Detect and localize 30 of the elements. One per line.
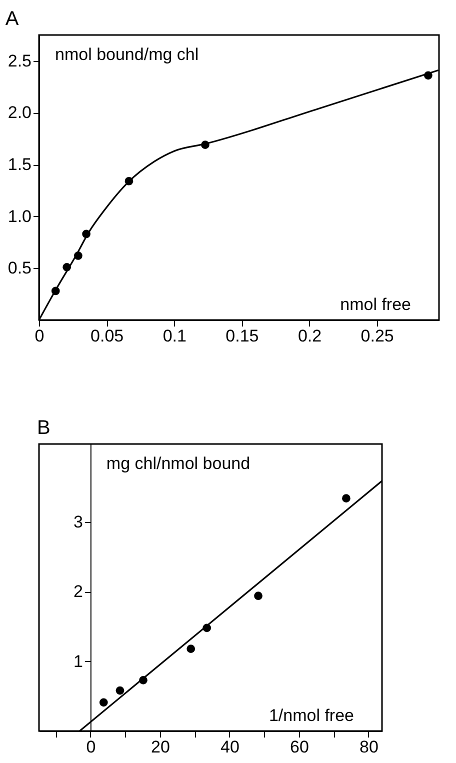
y-tick-label: 0.5 [8,258,32,278]
x-tick-label: 0.1 [162,326,186,346]
x-tick-label: 0.05 [90,326,124,346]
chart-title: B [37,417,50,439]
point [116,686,124,695]
y-axis-title: mg chl/nmol bound [106,454,250,473]
y-tick-label: 2.5 [8,51,32,70]
x-tick-label: 0.25 [360,326,394,346]
point [99,698,108,707]
x-axis-title: 1/nmol free [268,706,354,725]
y-tick-label: 3 [73,512,83,532]
x-tick-label: 0 [34,326,44,346]
x-tick-label: 80 [359,738,378,756]
y-tick-label: 2.0 [8,103,32,122]
y-axis-title: nmol bound/mg chl [55,45,199,64]
point [342,494,350,503]
x-tick-label: 0.2 [298,326,322,346]
y-tick-label: 2 [73,582,83,602]
x-tick-label: 40 [220,738,240,756]
x-tick-label: 60 [290,738,309,756]
y-tick-label: 1.0 [8,206,32,226]
y-tick-label: 1 [73,652,83,671]
x-axis-title: nmol free [340,295,411,314]
x-tick-label: 20 [150,738,170,756]
x-tick-label: 0 [86,738,96,756]
point [186,644,196,653]
chart-title: A [5,8,20,30]
point [254,592,262,600]
x-tick-label: 0.15 [226,326,259,346]
y-tick-label: 1.5 [8,155,32,174]
